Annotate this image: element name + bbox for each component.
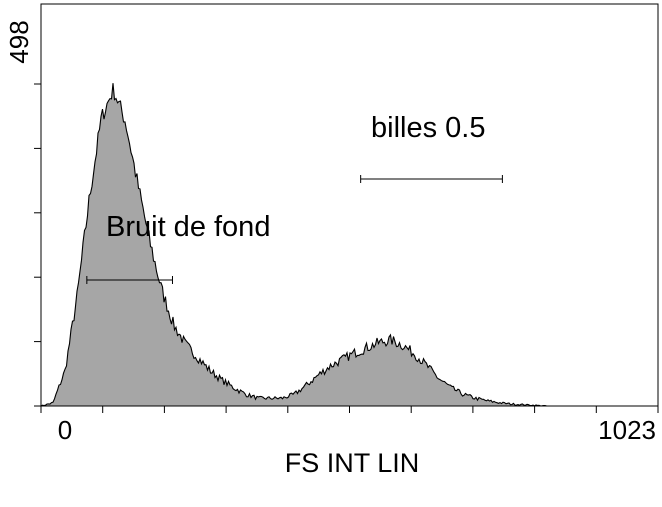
gate-layer	[86, 175, 503, 284]
histogram-fill	[41, 83, 658, 406]
axes-layer	[34, 3, 659, 413]
gate-label: Bruit de fond	[106, 211, 270, 243]
y-tick-label: 498	[4, 20, 34, 63]
text-layer: 0 1023 498 FS INT LIN Bruit de fond billes 0.…	[4, 20, 656, 478]
histogram-area-layer	[40, 83, 658, 407]
gate-label: billes 0.5	[371, 112, 485, 144]
x-axis-label: FS INT LIN	[285, 448, 420, 478]
x-tick-label: 1023	[598, 415, 656, 445]
x-tick-label: 0	[58, 415, 72, 445]
